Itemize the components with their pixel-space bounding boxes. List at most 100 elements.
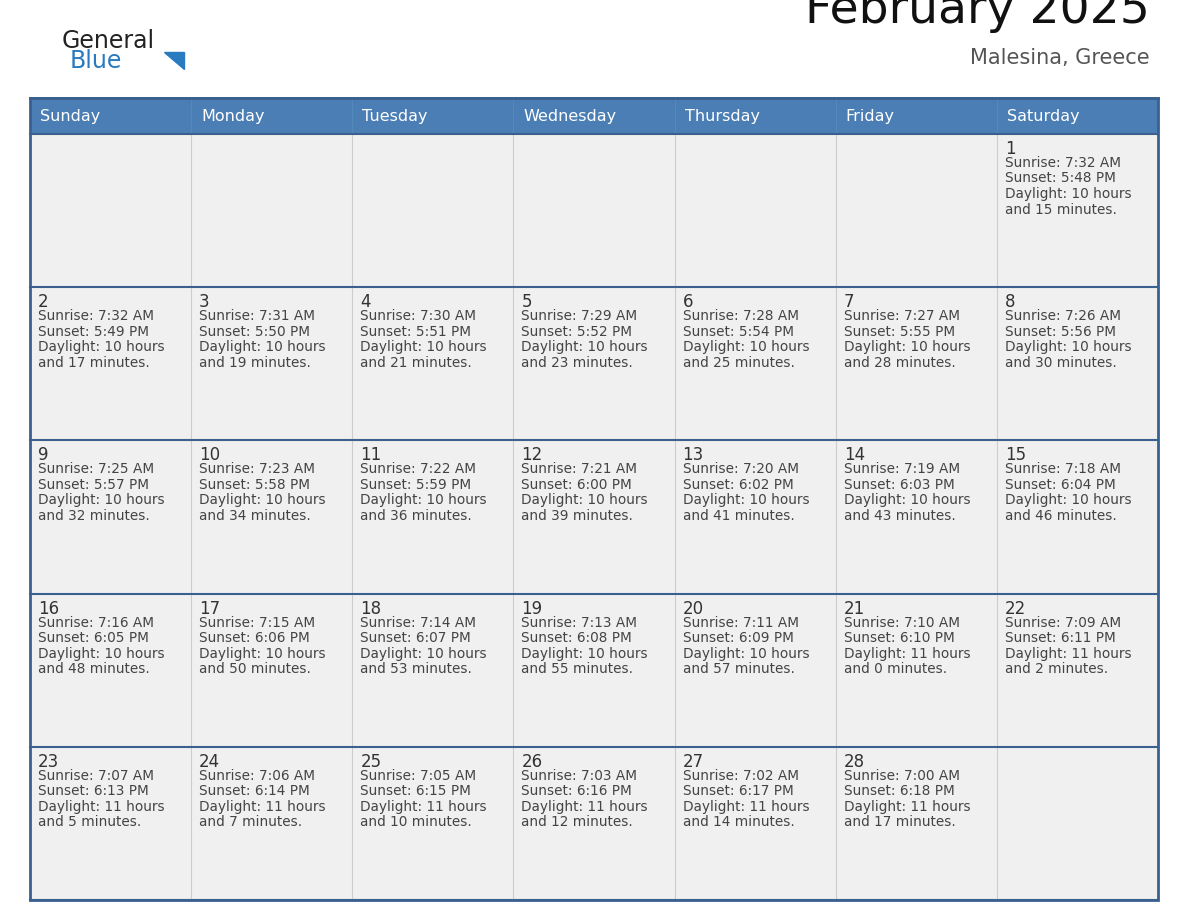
Text: Sunrise: 7:21 AM: Sunrise: 7:21 AM — [522, 463, 638, 476]
Text: Daylight: 10 hours: Daylight: 10 hours — [38, 493, 165, 508]
Text: Sunrise: 7:23 AM: Sunrise: 7:23 AM — [200, 463, 315, 476]
Text: Wednesday: Wednesday — [524, 108, 617, 124]
Text: Daylight: 11 hours: Daylight: 11 hours — [843, 800, 971, 813]
Text: and 48 minutes.: and 48 minutes. — [38, 662, 150, 676]
Text: Sunrise: 7:26 AM: Sunrise: 7:26 AM — [1005, 309, 1120, 323]
Text: Daylight: 10 hours: Daylight: 10 hours — [360, 646, 487, 661]
Text: Sunrise: 7:10 AM: Sunrise: 7:10 AM — [843, 616, 960, 630]
Text: Sunrise: 7:32 AM: Sunrise: 7:32 AM — [1005, 156, 1120, 170]
Text: Sunrise: 7:29 AM: Sunrise: 7:29 AM — [522, 309, 638, 323]
Text: Sunset: 5:57 PM: Sunset: 5:57 PM — [38, 478, 148, 492]
Text: 17: 17 — [200, 599, 220, 618]
Text: and 5 minutes.: and 5 minutes. — [38, 815, 141, 829]
Text: 11: 11 — [360, 446, 381, 465]
Text: and 34 minutes.: and 34 minutes. — [200, 509, 311, 523]
Text: and 0 minutes.: and 0 minutes. — [843, 662, 947, 676]
Text: Sunrise: 7:30 AM: Sunrise: 7:30 AM — [360, 309, 476, 323]
Text: Sunrise: 7:18 AM: Sunrise: 7:18 AM — [1005, 463, 1120, 476]
Text: Sunday: Sunday — [40, 108, 100, 124]
Text: Sunrise: 7:15 AM: Sunrise: 7:15 AM — [200, 616, 315, 630]
Text: Saturday: Saturday — [1007, 108, 1080, 124]
Text: 8: 8 — [1005, 293, 1016, 311]
Bar — [30, 98, 1158, 900]
Text: 10: 10 — [200, 446, 220, 465]
Text: Sunrise: 7:03 AM: Sunrise: 7:03 AM — [522, 768, 638, 783]
Text: and 15 minutes.: and 15 minutes. — [1005, 203, 1117, 217]
Text: Sunset: 6:15 PM: Sunset: 6:15 PM — [360, 784, 472, 799]
Text: Tuesday: Tuesday — [362, 108, 428, 124]
Text: 9: 9 — [38, 446, 49, 465]
Text: 5: 5 — [522, 293, 532, 311]
Text: and 14 minutes.: and 14 minutes. — [683, 815, 795, 829]
Text: Daylight: 11 hours: Daylight: 11 hours — [200, 800, 326, 813]
Text: Sunrise: 7:06 AM: Sunrise: 7:06 AM — [200, 768, 315, 783]
Text: and 53 minutes.: and 53 minutes. — [360, 662, 472, 676]
Text: Daylight: 10 hours: Daylight: 10 hours — [1005, 187, 1131, 201]
Text: 22: 22 — [1005, 599, 1026, 618]
Text: and 32 minutes.: and 32 minutes. — [38, 509, 150, 523]
Text: Sunset: 6:11 PM: Sunset: 6:11 PM — [1005, 631, 1116, 645]
Text: Daylight: 11 hours: Daylight: 11 hours — [522, 800, 647, 813]
Bar — [30, 98, 1158, 134]
Text: and 50 minutes.: and 50 minutes. — [200, 662, 311, 676]
Text: Sunset: 6:07 PM: Sunset: 6:07 PM — [360, 631, 470, 645]
Text: Sunrise: 7:31 AM: Sunrise: 7:31 AM — [200, 309, 315, 323]
Text: 3: 3 — [200, 293, 210, 311]
Text: Daylight: 10 hours: Daylight: 10 hours — [843, 341, 971, 354]
Text: Daylight: 10 hours: Daylight: 10 hours — [683, 493, 809, 508]
Text: Sunrise: 7:02 AM: Sunrise: 7:02 AM — [683, 768, 798, 783]
Text: Sunset: 6:14 PM: Sunset: 6:14 PM — [200, 784, 310, 799]
Text: Daylight: 10 hours: Daylight: 10 hours — [360, 493, 487, 508]
Text: Daylight: 10 hours: Daylight: 10 hours — [522, 493, 647, 508]
Text: Sunset: 6:05 PM: Sunset: 6:05 PM — [38, 631, 148, 645]
Text: Sunrise: 7:25 AM: Sunrise: 7:25 AM — [38, 463, 154, 476]
Text: Daylight: 10 hours: Daylight: 10 hours — [522, 341, 647, 354]
Text: Sunrise: 7:13 AM: Sunrise: 7:13 AM — [522, 616, 638, 630]
Text: Sunset: 6:06 PM: Sunset: 6:06 PM — [200, 631, 310, 645]
Text: Daylight: 10 hours: Daylight: 10 hours — [38, 646, 165, 661]
Text: February 2025: February 2025 — [805, 0, 1150, 33]
Text: and 36 minutes.: and 36 minutes. — [360, 509, 472, 523]
Text: 14: 14 — [843, 446, 865, 465]
Text: and 25 minutes.: and 25 minutes. — [683, 355, 795, 370]
Text: Blue: Blue — [70, 49, 122, 73]
Text: Sunset: 6:18 PM: Sunset: 6:18 PM — [843, 784, 954, 799]
Text: 27: 27 — [683, 753, 703, 771]
Text: Sunset: 5:56 PM: Sunset: 5:56 PM — [1005, 325, 1116, 339]
Text: 15: 15 — [1005, 446, 1026, 465]
Text: Sunset: 6:09 PM: Sunset: 6:09 PM — [683, 631, 794, 645]
Text: 4: 4 — [360, 293, 371, 311]
Polygon shape — [164, 52, 184, 69]
Text: 25: 25 — [360, 753, 381, 771]
Bar — [30, 98, 1158, 900]
Text: 23: 23 — [38, 753, 59, 771]
Text: and 17 minutes.: and 17 minutes. — [843, 815, 955, 829]
Text: Sunset: 6:10 PM: Sunset: 6:10 PM — [843, 631, 954, 645]
Text: Sunset: 5:55 PM: Sunset: 5:55 PM — [843, 325, 955, 339]
Text: Daylight: 10 hours: Daylight: 10 hours — [200, 341, 326, 354]
Text: Daylight: 10 hours: Daylight: 10 hours — [38, 341, 165, 354]
Text: Sunrise: 7:28 AM: Sunrise: 7:28 AM — [683, 309, 798, 323]
Text: Daylight: 10 hours: Daylight: 10 hours — [683, 646, 809, 661]
Text: Daylight: 11 hours: Daylight: 11 hours — [843, 646, 971, 661]
Text: 18: 18 — [360, 599, 381, 618]
Text: 13: 13 — [683, 446, 703, 465]
Text: and 43 minutes.: and 43 minutes. — [843, 509, 955, 523]
Text: and 21 minutes.: and 21 minutes. — [360, 355, 472, 370]
Text: Sunset: 6:16 PM: Sunset: 6:16 PM — [522, 784, 632, 799]
Text: 28: 28 — [843, 753, 865, 771]
Text: Daylight: 10 hours: Daylight: 10 hours — [522, 646, 647, 661]
Text: Sunrise: 7:14 AM: Sunrise: 7:14 AM — [360, 616, 476, 630]
Text: Sunrise: 7:09 AM: Sunrise: 7:09 AM — [1005, 616, 1121, 630]
Text: Sunrise: 7:22 AM: Sunrise: 7:22 AM — [360, 463, 476, 476]
Text: and 12 minutes.: and 12 minutes. — [522, 815, 633, 829]
Text: and 57 minutes.: and 57 minutes. — [683, 662, 795, 676]
Text: 24: 24 — [200, 753, 220, 771]
Text: Friday: Friday — [846, 108, 895, 124]
Text: and 39 minutes.: and 39 minutes. — [522, 509, 633, 523]
Text: and 55 minutes.: and 55 minutes. — [522, 662, 633, 676]
Text: 7: 7 — [843, 293, 854, 311]
Text: and 46 minutes.: and 46 minutes. — [1005, 509, 1117, 523]
Text: Sunset: 5:48 PM: Sunset: 5:48 PM — [1005, 172, 1116, 185]
Text: Sunset: 6:04 PM: Sunset: 6:04 PM — [1005, 478, 1116, 492]
